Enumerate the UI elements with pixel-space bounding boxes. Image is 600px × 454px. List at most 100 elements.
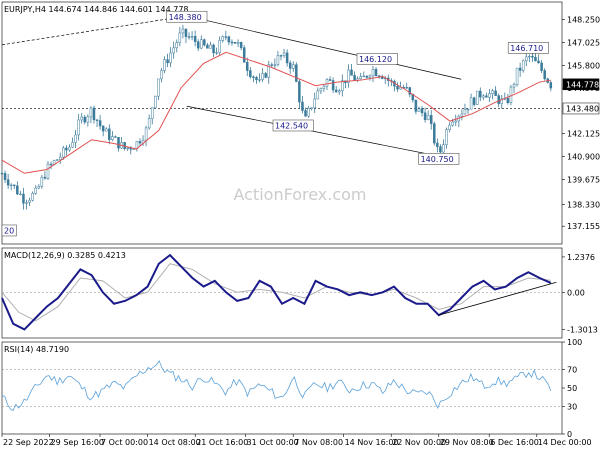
candle-body [77,119,80,136]
y-tick-label: 148.250 [567,16,600,25]
candle-body [258,79,261,81]
candle-body [350,69,353,76]
candle-body [25,202,28,204]
candle-body [525,56,528,62]
candle-body [485,95,488,98]
candle-body [52,160,56,165]
candle-body [301,101,304,111]
candle-body [150,107,154,119]
candle-body [482,95,485,98]
candle-body [316,90,320,100]
candle-body [359,76,362,80]
candle-body [114,136,117,138]
candle-body [193,36,197,42]
candle-body [368,75,372,78]
candle-body [549,82,553,89]
candle-body [16,185,19,195]
candle-body [515,67,519,85]
candle-body [62,147,65,158]
candle-body [178,32,182,43]
candle-body [310,107,313,109]
candle-body [292,64,295,69]
candle-body [233,41,237,44]
candle-body [59,156,62,160]
candle-body [417,108,421,112]
candle-body [276,55,280,65]
candle-body [491,90,494,94]
candle-body [181,28,185,34]
panel-header: EURJPY,H4 144.674 144.846 144.601 144.77… [4,5,189,14]
y-tick-label: 145.800 [567,61,600,70]
candle-body [196,41,200,49]
price-annotation-label: 140.750 [421,155,454,164]
candle-body [322,85,326,89]
candle-body [282,52,286,56]
support-price-label-box [562,102,600,115]
y-tick-label: 139.675 [567,175,600,184]
price-panel: EURJPY,H4 144.674 144.846 144.601 144.77… [0,1,600,245]
candle-body [365,75,369,78]
price-annotation-box [166,10,208,23]
candle-body [160,70,163,80]
candle-body [454,120,458,123]
candle-body [154,95,157,109]
moving-average-line [1,51,551,174]
candle-body [187,36,191,38]
candle-body [111,136,114,140]
y-tick-label: 1.2376 [567,253,595,262]
price-annotation-box [418,153,460,165]
candle-body [101,125,105,132]
candle-body [252,76,255,78]
candle-body [74,134,77,143]
price-annotation-label: 146.120 [359,55,392,64]
x-tick-label: 7 Oct 00:00 [101,438,148,447]
x-tick-label: 29 Nov 08:00 [440,438,494,447]
candle-body [169,52,172,64]
candle-body [49,163,53,166]
y-tick-label: 147.025 [567,38,600,47]
y-tick-label: 137.155 [567,222,600,231]
candle-body [451,121,454,126]
x-tick-label: 14 Dec 00:00 [538,438,592,447]
candle-body [307,107,310,117]
panel-header: RSI(14) 48.7190 [4,345,69,354]
candle-body [166,59,169,64]
candle-body [439,146,442,153]
candle-body [95,119,99,121]
candle-body [65,147,68,151]
candle-body [460,113,464,117]
y-tick-label: 0.00 [567,288,585,297]
candle-body [279,55,283,57]
panel-frame [1,1,563,245]
y-tick-label: 30 [567,402,577,411]
candle-body [98,120,102,127]
candle-body [206,44,209,49]
candle-body [264,73,267,78]
candle-body [239,42,243,48]
candle-body [374,69,378,77]
candle-body [445,129,448,145]
support-price-label: 143.480 [566,104,599,113]
candle-body [338,90,341,93]
candle-body [528,55,531,58]
candle-body [83,116,87,123]
candle-body [353,75,356,81]
candle-body [80,116,83,121]
rsi-panel: RSI(14) 48.7190 100 70 50 30 0 [1,338,582,439]
candle-body [506,98,510,103]
candle-body [509,86,513,103]
candle-body [494,90,497,96]
candle-body [334,89,338,93]
price-annotation-box [356,53,398,65]
current-price-label-box [562,78,600,91]
price-annotation-label: 20 [4,226,14,235]
candle-body [144,127,148,141]
candle-body [341,80,344,92]
candle-body [215,52,218,54]
candle-body [40,176,44,187]
candle-body [209,44,212,49]
candle-body [405,87,408,89]
